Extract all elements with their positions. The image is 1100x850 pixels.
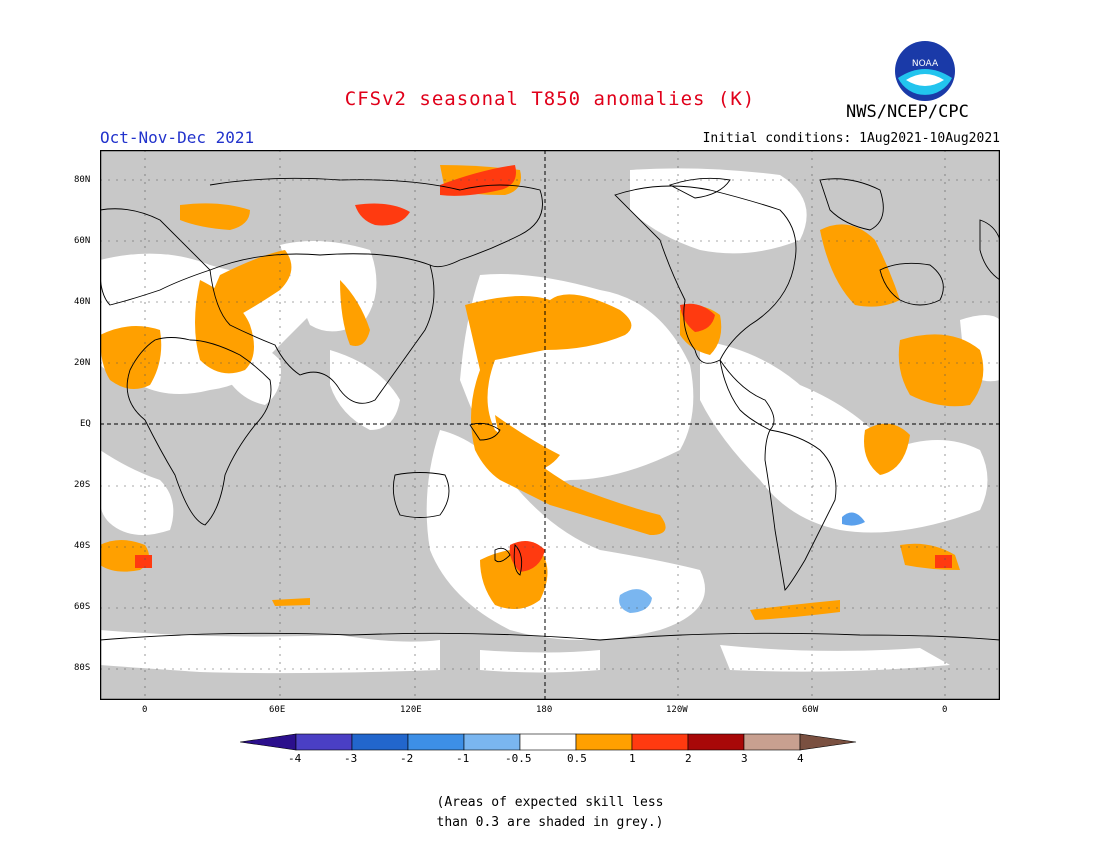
lat-label-40n: 40N <box>74 297 91 307</box>
colorbar <box>240 733 857 751</box>
forecast-period: Oct-Nov-Dec 2021 <box>100 128 255 147</box>
lat-label-20s: 20S <box>74 480 91 490</box>
colorbar-cell <box>351 733 409 751</box>
lon-label-60w: 60W <box>802 705 819 715</box>
colorbar-cell <box>463 733 521 751</box>
colorbar-cell <box>295 733 353 751</box>
noaa-logo-text: NOAA <box>912 59 939 69</box>
colorbar-label: -4 <box>288 752 302 765</box>
colorbar-label: -1 <box>456 752 470 765</box>
colorbar-cells <box>240 733 857 751</box>
colorbar-label: 0.5 <box>567 752 587 765</box>
skill-note-line-2: than 0.3 are shaded in grey.) <box>436 815 664 830</box>
colorbar-label: 3 <box>741 752 748 765</box>
colorbar-label: 2 <box>685 752 692 765</box>
map-frame <box>100 150 1000 700</box>
lat-label-80n: 80N <box>74 175 91 185</box>
colorbar-cell <box>519 733 577 751</box>
colorbar-arrow-left <box>240 733 297 751</box>
lon-label-0: 0 <box>142 705 148 715</box>
colorbar-label: -3 <box>344 752 358 765</box>
colorbar-cell <box>687 733 745 751</box>
lon-label-120w: 120W <box>666 705 688 715</box>
agency-label: NWS/NCEP/CPC <box>846 102 969 122</box>
lat-label-eq: EQ <box>80 419 91 429</box>
lat-label-80s: 80S <box>74 663 91 673</box>
skill-note: (Areas of expected skill less than 0.3 a… <box>0 793 1100 833</box>
colorbar-arrow-right <box>799 733 857 751</box>
colorbar-label: 1 <box>629 752 636 765</box>
colorbar-cell <box>407 733 465 751</box>
lat-label-60s: 60S <box>74 602 91 612</box>
colorbar-cell <box>743 733 801 751</box>
lat-label-20n: 20N <box>74 358 91 368</box>
lon-label-120e: 120E <box>400 705 422 715</box>
lon-label-60e: 60E <box>269 705 286 715</box>
colorbar-label: -2 <box>400 752 414 765</box>
lat-label-60n: 60N <box>74 236 91 246</box>
graticule <box>100 150 1000 700</box>
anomaly-map <box>100 150 1000 700</box>
anomaly-neg-0.5-to-neg-1-regions <box>619 589 652 613</box>
coastlines <box>100 177 1000 641</box>
colorbar-cell <box>575 733 633 751</box>
lat-label-40s: 40S <box>74 541 91 551</box>
initial-conditions: Initial conditions: 1Aug2021-10Aug2021 <box>702 131 1000 146</box>
lon-label-0-right: 0 <box>942 705 948 715</box>
skill-note-line-1: (Areas of expected skill less <box>436 795 664 810</box>
noaa-logo: NOAA <box>895 41 955 101</box>
lon-label-180: 180 <box>536 705 553 715</box>
colorbar-label: -0.5 <box>505 752 532 765</box>
page-title: CFSv2 seasonal T850 anomalies (K) <box>344 88 756 110</box>
colorbar-cell <box>631 733 689 751</box>
colorbar-label: 4 <box>797 752 804 765</box>
anomaly-neg-1-to-neg-2-regions <box>842 512 865 526</box>
